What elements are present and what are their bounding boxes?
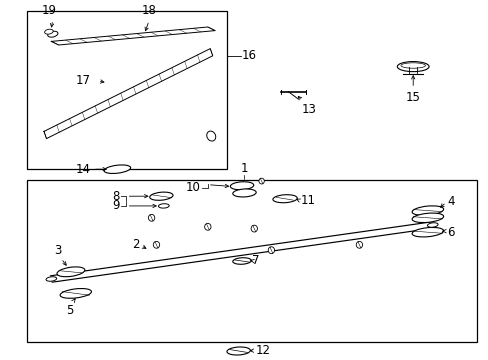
Ellipse shape	[158, 204, 169, 208]
Ellipse shape	[44, 29, 53, 34]
Text: 16: 16	[242, 49, 257, 62]
Text: 4: 4	[447, 195, 454, 208]
Text: 17: 17	[75, 75, 90, 87]
Ellipse shape	[411, 228, 443, 237]
Ellipse shape	[251, 225, 257, 232]
Text: 19: 19	[41, 4, 56, 17]
Ellipse shape	[427, 223, 437, 227]
Text: 11: 11	[300, 194, 315, 207]
Ellipse shape	[400, 63, 425, 68]
Ellipse shape	[230, 182, 253, 190]
Ellipse shape	[48, 31, 58, 37]
Text: 12: 12	[255, 345, 270, 357]
Text: 14: 14	[76, 163, 91, 176]
Ellipse shape	[232, 189, 256, 197]
Ellipse shape	[355, 241, 362, 248]
Text: 7: 7	[252, 255, 259, 267]
Polygon shape	[51, 27, 215, 45]
Ellipse shape	[259, 178, 264, 184]
Ellipse shape	[396, 62, 428, 72]
Bar	[27, 11, 227, 169]
Text: 15: 15	[405, 91, 420, 104]
Text: 13: 13	[301, 103, 316, 116]
Text: 8: 8	[112, 190, 120, 203]
Ellipse shape	[153, 241, 159, 248]
Ellipse shape	[60, 288, 91, 298]
Ellipse shape	[57, 267, 84, 277]
Text: 1: 1	[240, 162, 248, 175]
Ellipse shape	[411, 213, 443, 222]
Text: 18: 18	[142, 4, 156, 17]
Ellipse shape	[104, 165, 130, 174]
Ellipse shape	[411, 206, 443, 215]
Ellipse shape	[148, 214, 154, 221]
Text: 3: 3	[54, 244, 61, 257]
Text: 9: 9	[112, 199, 120, 212]
Text: 10: 10	[185, 181, 200, 194]
Ellipse shape	[46, 277, 57, 281]
Ellipse shape	[268, 247, 274, 253]
Text: 6: 6	[447, 226, 454, 239]
Ellipse shape	[206, 131, 215, 141]
Ellipse shape	[149, 192, 173, 200]
Ellipse shape	[204, 223, 211, 230]
Text: 5: 5	[65, 304, 73, 317]
Ellipse shape	[272, 195, 297, 203]
Polygon shape	[44, 49, 212, 139]
Ellipse shape	[232, 258, 251, 264]
Bar	[27, 180, 476, 342]
Text: 2: 2	[132, 238, 139, 251]
Ellipse shape	[226, 347, 250, 355]
